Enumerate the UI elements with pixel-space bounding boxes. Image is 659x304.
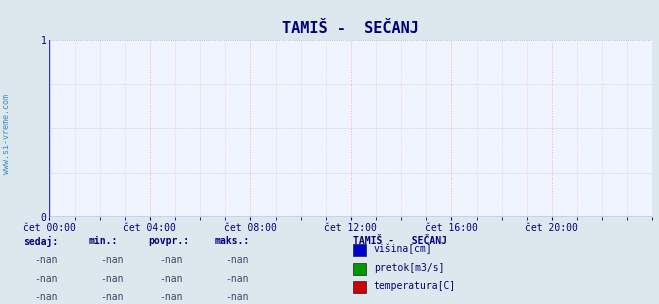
- Text: www.si-vreme.com: www.si-vreme.com: [2, 94, 11, 174]
- Text: -nan: -nan: [34, 292, 58, 302]
- Text: -nan: -nan: [159, 255, 183, 265]
- Text: -nan: -nan: [159, 292, 183, 302]
- Text: -nan: -nan: [34, 274, 58, 284]
- Text: -nan: -nan: [159, 274, 183, 284]
- Text: povpr.:: povpr.:: [148, 236, 189, 246]
- Text: TAMIŠ -   SEČANJ: TAMIŠ - SEČANJ: [353, 236, 447, 246]
- Text: pretok[m3/s]: pretok[m3/s]: [374, 263, 444, 273]
- Text: višina[cm]: višina[cm]: [374, 244, 432, 254]
- Text: -nan: -nan: [100, 274, 124, 284]
- Text: -nan: -nan: [100, 255, 124, 265]
- Text: min.:: min.:: [89, 236, 119, 246]
- Title: TAMIŠ -  SEČANJ: TAMIŠ - SEČANJ: [283, 21, 419, 36]
- Text: temperatura[C]: temperatura[C]: [374, 282, 456, 291]
- Text: -nan: -nan: [225, 255, 249, 265]
- Text: -nan: -nan: [100, 292, 124, 302]
- Text: maks.:: maks.:: [214, 236, 249, 246]
- Text: -nan: -nan: [225, 292, 249, 302]
- Text: sedaj:: sedaj:: [23, 236, 58, 247]
- Text: -nan: -nan: [225, 274, 249, 284]
- Text: -nan: -nan: [34, 255, 58, 265]
